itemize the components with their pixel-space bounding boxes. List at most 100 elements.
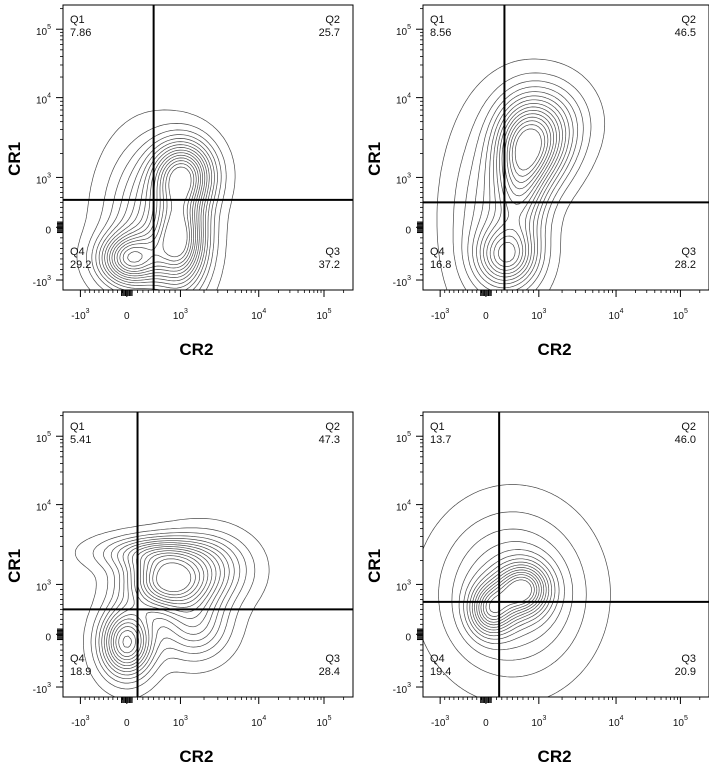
x-tick-label: 103 (173, 308, 188, 322)
plot-panel-bottom-left: -103 0 103 104 105 -103 0 103 104 105 Q15.41 Q247.3… (5, 411, 354, 766)
contour-level (106, 542, 226, 669)
contour-level (109, 149, 206, 279)
contour-level (122, 555, 201, 648)
contour-level (91, 129, 222, 290)
contour-level (485, 576, 535, 617)
y-tick-label: 105 (396, 431, 411, 445)
contour-level (476, 95, 570, 285)
q3-value: 28.4 (319, 666, 340, 678)
y-tick-label: 105 (36, 431, 51, 445)
y-tick-label: 105 (36, 24, 51, 38)
plot-panel-top-right: -103 0 103 104 105 -103 0 103 104 105 Q18.56 Q246.5… (365, 4, 709, 359)
x-tick-label: -103 (71, 715, 89, 729)
x-tick-label: 103 (531, 715, 546, 729)
q4-value: 16.8 (430, 259, 451, 271)
contour-lines (74, 518, 270, 697)
contour-level (98, 138, 215, 290)
q1-value: 8.56 (430, 27, 451, 39)
q2-value: 46.5 (675, 27, 696, 39)
contour-level (127, 166, 192, 263)
x-tick-label: -103 (71, 308, 89, 322)
contour-level (451, 528, 574, 661)
contour-level (509, 120, 549, 183)
contour-level (98, 535, 241, 680)
q1-name: Q1 (70, 14, 85, 26)
contour-level (467, 86, 579, 290)
q3-value: 37.2 (319, 259, 340, 271)
q3-name: Q3 (681, 246, 696, 258)
contour-level (461, 80, 584, 290)
y-tick-label: 0 (405, 225, 411, 236)
contour-level (76, 109, 236, 290)
x-tick-label: 0 (483, 311, 489, 322)
q3-name: Q3 (325, 653, 340, 665)
x-tick-label: 0 (124, 311, 130, 322)
plot-frame (62, 4, 354, 291)
contour-level (514, 128, 542, 171)
contour-level (86, 123, 227, 290)
y-axis-title: CR1 (5, 549, 24, 583)
y-tick-label: -103 (33, 682, 51, 696)
y-axis-title: CR1 (365, 142, 384, 176)
q2-value: 25.7 (319, 27, 340, 39)
q4-name: Q4 (430, 246, 445, 258)
x-tick-label: 103 (173, 715, 188, 729)
q1-value: 7.86 (70, 27, 91, 39)
contour-level (479, 99, 567, 281)
contour-level (74, 518, 270, 697)
contour-level (103, 540, 230, 673)
q2-value: 46.0 (675, 434, 696, 446)
contour-level (498, 116, 552, 263)
contour-level (480, 571, 540, 623)
y-tick-label: 103 (396, 172, 411, 186)
x-tick-label: 104 (251, 715, 266, 729)
x-tick-label: 105 (316, 308, 331, 322)
y-tick-label: 103 (36, 172, 51, 186)
q3-value: 20.9 (675, 666, 696, 678)
contour-level (152, 558, 196, 596)
q2-name: Q2 (325, 421, 340, 433)
contour-level (489, 109, 557, 271)
q4-value: 19.4 (430, 666, 451, 678)
x-tick-label: 0 (483, 718, 489, 729)
contour-level (95, 532, 247, 684)
x-tick-label: -103 (431, 715, 449, 729)
contour-level (115, 550, 209, 657)
contour-level (469, 558, 552, 637)
contour-level (488, 579, 532, 613)
x-tick-label: 104 (251, 308, 266, 322)
x-axis-title: CR2 (538, 340, 572, 359)
x-tick-label: 0 (124, 718, 130, 729)
q4-name: Q4 (70, 246, 85, 258)
y-tick-label: 105 (396, 24, 411, 38)
contour-level (101, 141, 213, 289)
contour-level (90, 527, 256, 690)
q3-name: Q3 (325, 246, 340, 258)
contour-level (156, 562, 192, 593)
y-tick-label: 0 (45, 225, 51, 236)
q3-value: 28.2 (675, 259, 696, 271)
q1-value: 5.41 (70, 434, 91, 446)
contour-level (106, 147, 208, 282)
x-tick-label: 103 (531, 308, 546, 322)
contour-level (113, 548, 213, 661)
x-tick-label: 105 (673, 308, 688, 322)
y-tick-label: 104 (396, 93, 411, 107)
contour-level (493, 113, 554, 267)
y-tick-label: 103 (36, 579, 51, 593)
q3-name: Q3 (681, 653, 696, 665)
contour-level (108, 544, 221, 667)
contour-level (101, 538, 235, 676)
x-tick-label: 105 (673, 715, 688, 729)
y-tick-label: -103 (33, 275, 51, 289)
x-tick-label: 104 (609, 715, 624, 729)
y-tick-label: -103 (393, 275, 411, 289)
y-axis-title: CR1 (365, 549, 384, 583)
y-tick-label: 103 (396, 579, 411, 593)
q2-name: Q2 (325, 14, 340, 26)
q4-value: 29.2 (70, 259, 91, 271)
contour-level (104, 144, 210, 285)
y-tick-label: 104 (396, 500, 411, 514)
